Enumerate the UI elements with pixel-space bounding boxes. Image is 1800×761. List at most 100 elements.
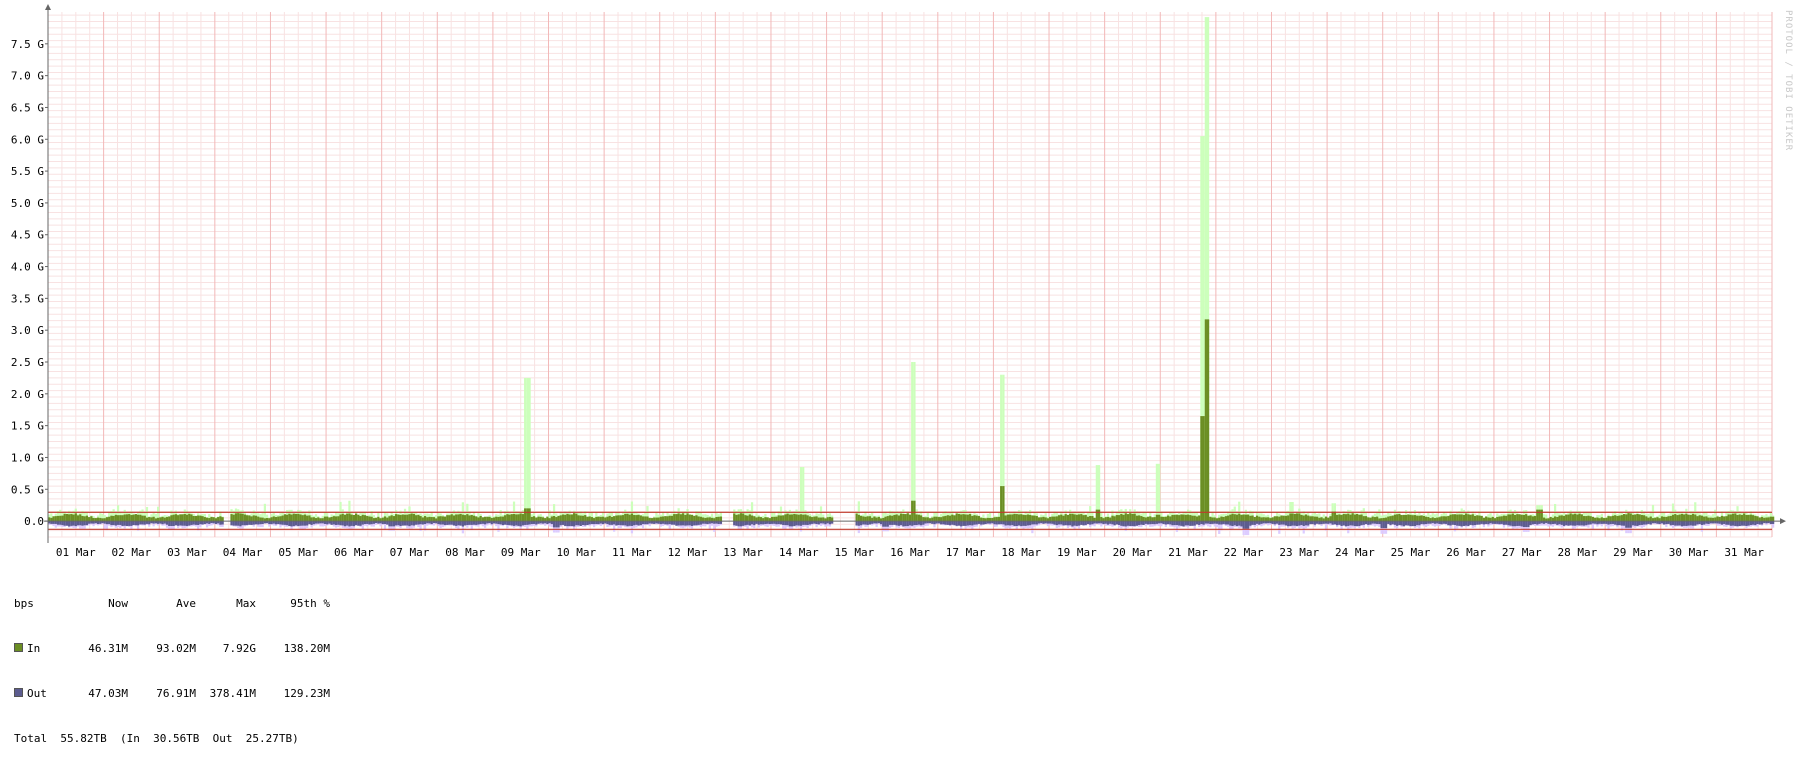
in-avg-bar <box>450 514 453 522</box>
out-avg-bar <box>944 521 947 525</box>
in-avg-bar <box>484 516 487 522</box>
out-avg-bar <box>1340 521 1343 526</box>
in-avg-bar <box>799 514 803 522</box>
out-avg-bar <box>604 521 607 524</box>
in-avg-bar <box>1502 515 1506 522</box>
out-avg-bar <box>143 521 146 525</box>
out-avg-bar <box>1075 521 1078 526</box>
in-avg-bar <box>1607 516 1610 522</box>
in-avg-bar <box>1678 514 1681 522</box>
out-max-bar <box>1324 521 1328 531</box>
in-max-bar <box>770 512 774 522</box>
in-avg-bar <box>599 516 602 522</box>
out-avg-bar <box>1605 521 1608 524</box>
in-avg-bar <box>650 518 654 522</box>
in-max-bar <box>882 513 885 522</box>
out-avg-bar <box>1420 521 1423 525</box>
in-avg-bar <box>1200 416 1203 522</box>
out-avg-bar <box>955 521 958 526</box>
out-avg-bar <box>1625 521 1628 528</box>
in-avg-bar <box>806 515 809 522</box>
in-avg-bar <box>1765 517 1768 522</box>
out-avg-bar <box>1171 521 1174 526</box>
in-avg-bar <box>995 517 998 522</box>
in-avg-bar <box>1487 517 1490 522</box>
out-avg-bar <box>646 521 649 525</box>
out-avg-bar <box>862 521 865 525</box>
out-avg-bar <box>199 521 202 525</box>
in-avg-bar <box>245 515 249 522</box>
in-avg-bar <box>913 500 916 522</box>
in-avg-bar <box>931 517 934 522</box>
in-avg-bar <box>1427 517 1430 522</box>
out-avg-bar <box>461 521 464 527</box>
in-avg-bar <box>532 516 536 522</box>
legend-row-in: In 46.31M 93.02M 7.92G 138.20M <box>14 641 330 656</box>
out-avg-bar <box>744 521 747 526</box>
out-avg-bar <box>899 521 903 526</box>
in-avg-bar <box>822 517 825 522</box>
out-avg-bar <box>664 521 667 525</box>
out-avg-bar <box>641 521 645 525</box>
in-avg-bar <box>657 517 660 522</box>
in-avg-bar <box>744 515 747 522</box>
out-avg-bar <box>72 521 75 526</box>
out-avg-bar <box>951 521 954 525</box>
out-avg-bar <box>234 521 238 526</box>
in-avg-bar <box>490 517 493 522</box>
in-avg-bar <box>1553 516 1557 522</box>
out-avg-bar <box>1696 521 1699 525</box>
in-avg-bar <box>292 513 295 522</box>
out-avg-bar <box>619 521 622 526</box>
in-avg-bar <box>221 517 224 522</box>
out-avg-bar <box>953 521 956 526</box>
in-avg-bar <box>1387 516 1390 522</box>
out-avg-bar <box>359 521 362 526</box>
in-avg-bar <box>268 518 271 522</box>
in-avg-bar <box>937 517 941 522</box>
out-max-bar <box>708 521 711 530</box>
out-avg-bar <box>1235 521 1239 527</box>
out-avg-bar <box>1113 521 1116 526</box>
out-avg-bar <box>1002 521 1005 525</box>
out-avg-bar <box>1629 521 1632 528</box>
in-max-bar <box>864 511 867 522</box>
out-avg-bar <box>555 521 558 528</box>
in-avg-bar <box>819 517 823 522</box>
in-avg-bar <box>237 513 240 522</box>
in-avg-bar <box>1175 514 1179 522</box>
in-avg-bar <box>468 515 471 522</box>
out-max-bar <box>197 521 200 531</box>
out-avg-bar <box>1538 521 1541 524</box>
in-avg-bar <box>528 508 531 522</box>
in-max-bar <box>1000 374 1003 522</box>
in-avg-bar <box>653 517 656 522</box>
in-avg-bar <box>1471 514 1474 522</box>
out-avg-bar <box>1616 521 1619 526</box>
out-avg-bar <box>148 521 151 525</box>
out-avg-bar <box>524 521 527 525</box>
in-avg-bar <box>911 500 914 522</box>
out-avg-bar <box>68 521 71 527</box>
in-avg-bar <box>882 517 885 522</box>
out-max-bar <box>461 521 464 534</box>
in-avg-bar <box>188 513 191 522</box>
in-avg-bar <box>940 517 943 522</box>
out-avg-bar <box>1240 521 1243 527</box>
out-avg-bar <box>1567 521 1570 526</box>
out-avg-bar <box>59 521 62 525</box>
in-avg-bar <box>1618 515 1621 522</box>
in-avg-bar <box>1193 515 1196 522</box>
out-avg-bar <box>799 521 803 526</box>
out-avg-bar <box>831 521 834 524</box>
out-avg-bar <box>103 521 106 524</box>
grid <box>47 12 1773 538</box>
in-avg-bar <box>713 518 716 522</box>
in-avg-bar <box>1229 514 1232 522</box>
out-avg-bar <box>766 521 769 524</box>
in-avg-bar <box>750 515 754 522</box>
in-avg-bar <box>401 514 404 522</box>
out-avg-bar <box>1536 521 1539 525</box>
out-avg-bar <box>755 521 758 524</box>
in-avg-bar <box>681 513 685 522</box>
